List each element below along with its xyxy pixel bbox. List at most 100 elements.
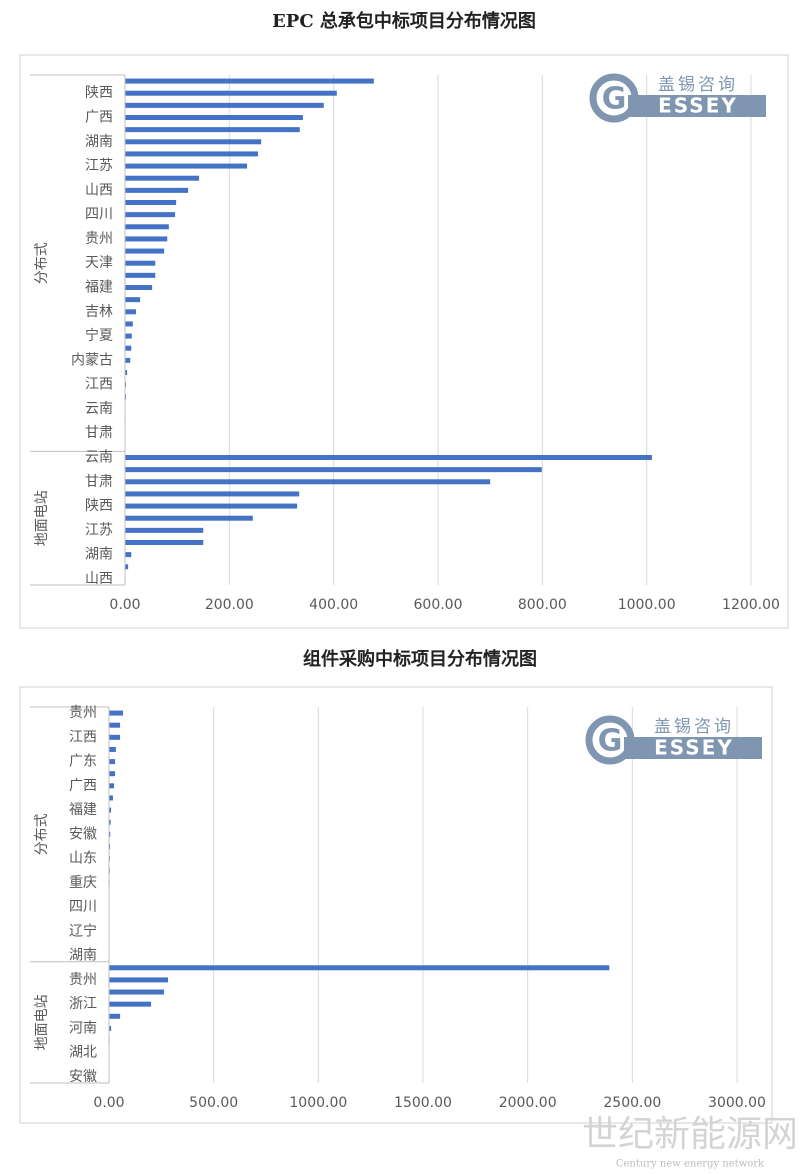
- bar: [109, 1013, 121, 1019]
- group-label: 分布式: [34, 242, 50, 284]
- bar: [125, 309, 136, 315]
- bar: [125, 90, 337, 96]
- y-tick-label: 宁夏: [85, 327, 113, 344]
- x-tick-label: 1500.00: [394, 1095, 452, 1111]
- x-tick-label: 500.00: [189, 1095, 238, 1111]
- bar: [125, 527, 204, 533]
- bar: [125, 479, 491, 485]
- bar: [125, 163, 248, 169]
- bar: [125, 248, 165, 254]
- logo-cn: 盖锡咨询: [658, 75, 738, 95]
- y-tick-label: 山西: [85, 571, 113, 587]
- bar: [125, 224, 169, 230]
- y-tick-label: 山西: [85, 182, 113, 198]
- y-tick-label: 湖南: [69, 948, 97, 964]
- bar: [125, 467, 542, 473]
- group-label: 地面电站: [34, 994, 50, 1050]
- bar: [125, 272, 156, 278]
- bar: [125, 345, 132, 351]
- y-tick-label: 贵州: [85, 231, 113, 247]
- y-tick-label: 山东: [69, 851, 97, 867]
- y-tick-label: 甘肃: [85, 474, 113, 490]
- bar: [109, 1025, 112, 1031]
- bar: [109, 965, 610, 971]
- x-tick-label: 1200.00: [722, 597, 780, 613]
- watermark-subtext: Century new energy network: [616, 1159, 765, 1170]
- chart-title: 组件采购中标项目分布情况图: [303, 648, 537, 670]
- x-tick-label: 400.00: [309, 597, 358, 613]
- y-tick-label: 四川: [85, 207, 113, 223]
- bar: [109, 831, 111, 837]
- bar: [125, 333, 132, 339]
- logo-bar: [624, 737, 762, 759]
- bar: [125, 127, 300, 133]
- x-tick-label: 800.00: [518, 597, 567, 613]
- bar: [109, 710, 124, 716]
- bar: [125, 102, 324, 108]
- bar: [125, 175, 200, 181]
- bar: [125, 285, 153, 290]
- y-tick-label: 安徽: [69, 826, 97, 842]
- bar: [125, 370, 128, 375]
- y-tick-label: 四川: [69, 899, 97, 915]
- bar: [125, 212, 176, 218]
- logo-en: ESSEY: [654, 736, 734, 760]
- x-tick-label: 600.00: [414, 597, 463, 613]
- bar: [109, 819, 111, 825]
- y-tick-label: 湖南: [85, 547, 113, 563]
- y-tick-label: 河南: [69, 1020, 97, 1036]
- y-tick-label: 江苏: [85, 522, 113, 538]
- bar: [125, 151, 259, 157]
- y-tick-label: 湖北: [69, 1045, 97, 1061]
- x-tick-label: 3000.00: [708, 1095, 766, 1111]
- bar: [109, 771, 116, 777]
- bar: [125, 564, 129, 570]
- y-tick-label: 广西: [69, 778, 97, 794]
- y-tick-label: 重庆: [69, 875, 97, 891]
- bar: [125, 357, 131, 363]
- chart-frame: [19, 686, 773, 1124]
- x-tick-label: 2000.00: [499, 1095, 557, 1111]
- bar: [125, 455, 652, 460]
- y-tick-label: 吉林: [85, 304, 113, 320]
- bar: [109, 843, 111, 849]
- y-tick-label: 湖南: [85, 134, 113, 150]
- logo-cn: 盖锡咨询: [654, 717, 734, 737]
- bar: [109, 783, 115, 789]
- chart-title: EPC 总承包中标项目分布情况图: [272, 10, 536, 32]
- bar: [125, 78, 374, 84]
- bar: [109, 977, 169, 983]
- watermark: 世纪新能源网 Century new energy network: [582, 1114, 798, 1170]
- y-tick-label: 安徽: [69, 1069, 97, 1085]
- bar: [109, 989, 165, 995]
- logo-initial: G: [598, 724, 623, 759]
- bar: [125, 382, 127, 388]
- y-tick-label: 云南: [85, 401, 113, 417]
- bar: [125, 503, 298, 509]
- bar: [109, 759, 116, 765]
- y-tick-label: 天津: [85, 255, 113, 271]
- bar: [125, 394, 127, 400]
- y-tick-label: 内蒙古: [71, 352, 113, 368]
- y-tick-label: 广东: [69, 754, 97, 770]
- logo-initial: G: [602, 82, 627, 117]
- y-tick-label: 云南: [85, 450, 113, 466]
- bar: [109, 795, 113, 801]
- bar: [125, 115, 303, 120]
- x-tick-label: 1000.00: [618, 597, 676, 613]
- y-tick-label: 福建: [85, 280, 113, 296]
- y-tick-label: 贵州: [69, 972, 97, 988]
- y-tick-label: 陕西: [85, 85, 113, 101]
- x-tick-label: 0.00: [109, 597, 140, 613]
- y-tick-label: 贵州: [69, 705, 97, 721]
- bar: [125, 491, 300, 497]
- y-tick-label: 陕西: [85, 498, 113, 514]
- bar: [125, 260, 156, 266]
- y-tick-label: 福建: [69, 802, 97, 818]
- bar: [125, 552, 132, 558]
- bar: [125, 540, 204, 545]
- y-tick-label: 江西: [85, 377, 113, 393]
- logo-bar: [628, 95, 766, 117]
- bar: [125, 236, 168, 242]
